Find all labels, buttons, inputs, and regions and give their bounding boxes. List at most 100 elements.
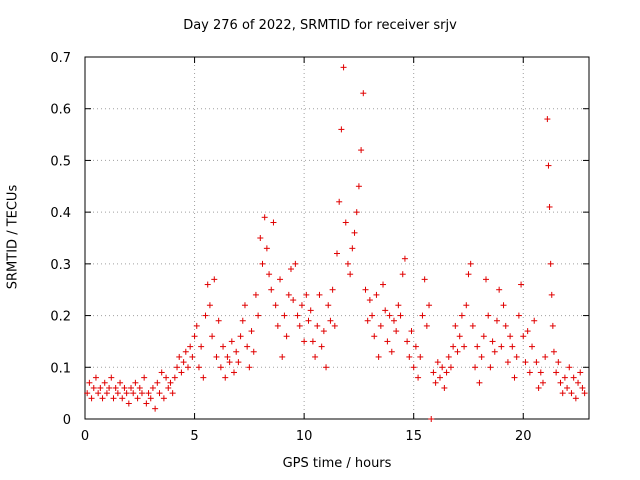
data-point	[323, 364, 330, 371]
data-points	[84, 64, 588, 422]
data-point	[184, 364, 191, 371]
data-point	[469, 322, 476, 329]
data-point	[86, 379, 93, 386]
data-point	[526, 369, 533, 376]
data-point	[309, 338, 316, 345]
data-point	[428, 416, 435, 422]
data-point	[351, 229, 358, 236]
data-point	[550, 348, 557, 355]
y-axis-label: SRMTID / TECUs	[5, 184, 21, 290]
data-point	[95, 390, 102, 397]
data-point	[544, 116, 551, 123]
data-point	[533, 359, 540, 366]
data-point	[174, 364, 181, 371]
data-point	[143, 400, 150, 407]
data-point	[167, 379, 174, 386]
data-point	[327, 317, 334, 324]
data-point	[154, 379, 161, 386]
data-point	[564, 384, 571, 391]
x-tick-label: 15	[405, 429, 422, 444]
data-point	[373, 291, 380, 298]
data-point	[349, 245, 356, 252]
data-point	[412, 343, 419, 350]
data-point	[307, 307, 314, 314]
data-point	[178, 369, 185, 376]
data-point	[274, 322, 281, 329]
data-point	[202, 312, 209, 319]
data-point	[539, 379, 546, 386]
data-point	[114, 390, 121, 397]
data-point	[106, 384, 113, 391]
data-point	[303, 291, 310, 298]
x-tick-label: 5	[190, 429, 198, 444]
data-point	[222, 374, 229, 381]
data-point	[535, 384, 542, 391]
data-point	[390, 317, 397, 324]
data-point	[128, 384, 135, 391]
data-point	[498, 343, 505, 350]
x-tick-label: 10	[296, 429, 313, 444]
data-point	[465, 271, 472, 278]
data-point	[568, 390, 575, 397]
data-point	[483, 276, 490, 283]
data-point	[366, 297, 373, 304]
data-point	[292, 260, 299, 267]
data-point	[355, 183, 362, 190]
data-point	[456, 333, 463, 340]
data-point	[312, 353, 319, 360]
data-point	[320, 328, 327, 335]
data-point	[244, 343, 251, 350]
data-point	[467, 260, 474, 267]
data-point	[579, 384, 586, 391]
data-point	[408, 328, 415, 335]
y-tick-label: 0.4	[50, 206, 71, 221]
data-point	[423, 322, 430, 329]
data-point	[84, 390, 91, 397]
data-point	[524, 328, 531, 335]
data-point	[209, 333, 216, 340]
data-point	[145, 390, 152, 397]
y-tick-label: 0.3	[50, 258, 71, 273]
data-point	[88, 395, 95, 402]
data-point	[454, 348, 461, 355]
data-point	[397, 312, 404, 319]
data-point	[204, 281, 211, 288]
data-point	[347, 271, 354, 278]
grid-lines	[85, 57, 589, 419]
data-point	[226, 359, 233, 366]
data-point	[478, 353, 485, 360]
data-point	[489, 338, 496, 345]
data-point	[130, 390, 137, 397]
data-point	[432, 379, 439, 386]
data-point	[211, 276, 218, 283]
data-point	[259, 260, 266, 267]
data-point	[101, 379, 108, 386]
data-point	[441, 384, 448, 391]
data-point	[436, 374, 443, 381]
data-point	[561, 374, 568, 381]
data-point	[542, 353, 549, 360]
y-tick-label: 0.7	[50, 51, 71, 66]
y-tick-label: 0.2	[50, 310, 71, 325]
data-point	[97, 384, 104, 391]
data-point	[502, 322, 509, 329]
data-point	[237, 333, 244, 340]
data-point	[228, 338, 235, 345]
data-point	[380, 281, 387, 288]
data-point	[152, 405, 159, 412]
data-point	[138, 390, 145, 397]
data-point	[384, 338, 391, 345]
data-point	[377, 322, 384, 329]
data-point	[417, 353, 424, 360]
data-point	[491, 348, 498, 355]
data-point	[439, 364, 446, 371]
data-point	[255, 312, 262, 319]
x-tick-label: 20	[515, 429, 532, 444]
data-point	[272, 302, 279, 309]
data-point	[134, 395, 141, 402]
data-point	[371, 333, 378, 340]
data-point	[187, 343, 194, 350]
data-point	[472, 364, 479, 371]
data-point	[559, 390, 566, 397]
data-point	[301, 338, 308, 345]
